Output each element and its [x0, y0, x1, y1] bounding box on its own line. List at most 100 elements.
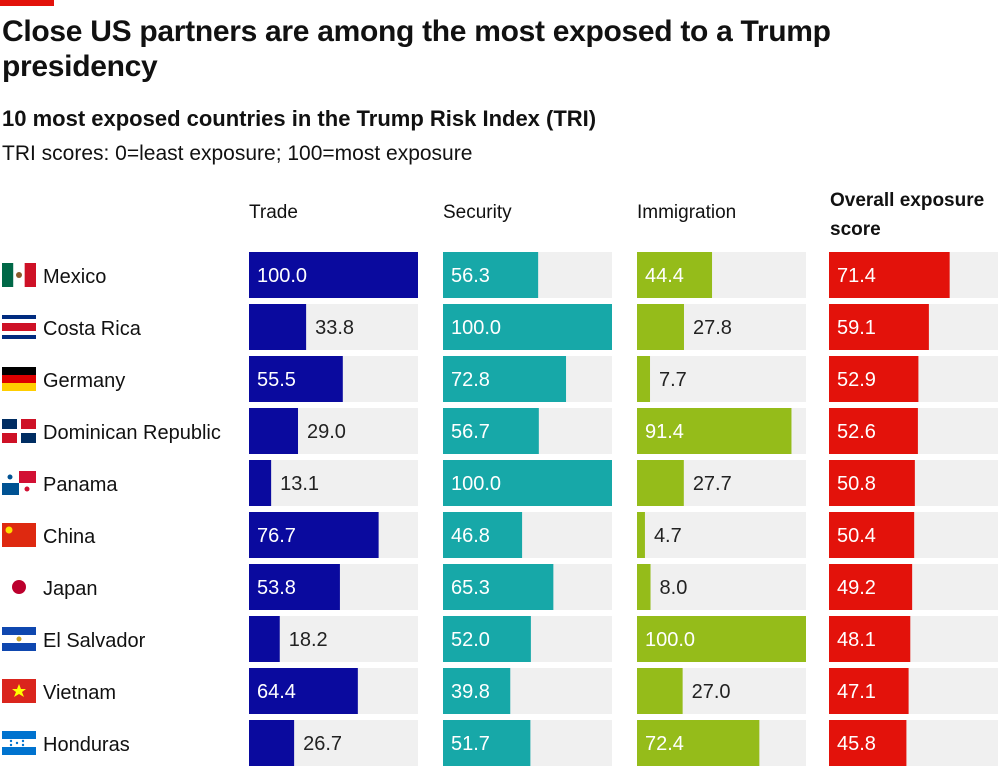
value-label: 27.0: [692, 681, 731, 703]
honduras-flag-icon: [2, 731, 36, 755]
bar-trade: [249, 304, 307, 350]
bar-overall: [829, 564, 913, 610]
bar-security: [443, 720, 531, 766]
bar-overall: [829, 616, 911, 662]
value-label: 27.7: [693, 473, 732, 495]
bar-security: [443, 252, 539, 298]
bar-overall: [829, 252, 950, 298]
row-japan: Japan 53.8 65.3 8.0 49.2: [12, 564, 998, 610]
bar-immigration: [637, 356, 651, 402]
japan-flag-icon: [12, 580, 26, 594]
bar-track: [637, 512, 806, 558]
value-label: 51.7: [451, 733, 490, 755]
bar-security: [443, 668, 511, 714]
value-label: 26.7: [303, 733, 342, 755]
country-label: China: [43, 526, 96, 548]
value-label: 91.4: [645, 421, 684, 443]
bar-overall: [829, 668, 909, 714]
bar-overall: [829, 408, 918, 454]
bar-security: [443, 408, 539, 454]
value-label: 48.1: [837, 629, 876, 651]
bar-overall: [829, 460, 915, 506]
bar-immigration: [637, 616, 806, 662]
germany-flag-icon: [2, 367, 36, 391]
country-label: Costa Rica: [43, 318, 142, 340]
row-germany: Germany 55.5 72.8 7.7 52.9: [2, 356, 998, 402]
column-header-immigration: Immigration: [637, 202, 737, 223]
country-label: Germany: [43, 370, 125, 392]
bar-immigration: [637, 252, 713, 298]
bar-security: [443, 512, 523, 558]
value-label: 47.1: [837, 681, 876, 703]
value-label: 55.5: [257, 369, 296, 391]
bar-immigration: [637, 668, 683, 714]
bar-trade: [249, 564, 340, 610]
value-label: 45.8: [837, 733, 876, 755]
value-label: 52.9: [837, 369, 876, 391]
bar-immigration: [637, 460, 684, 506]
bar-trade: [249, 408, 299, 454]
country-label: Honduras: [43, 734, 130, 756]
dominican-republic-flag-icon: [2, 419, 36, 443]
value-label: 4.7: [654, 525, 682, 547]
column-header-trade: Trade: [249, 202, 298, 223]
value-label: 46.8: [451, 525, 490, 547]
vietnam-flag-icon: [2, 679, 36, 703]
bar-security: [443, 564, 554, 610]
value-label: 50.4: [837, 525, 876, 547]
bar-trade: [249, 616, 280, 662]
value-label: 52.0: [451, 629, 490, 651]
bar-trade: [249, 356, 343, 402]
value-label: 100.0: [451, 473, 501, 495]
value-label: 72.4: [645, 733, 684, 755]
row-vietnam: Vietnam 64.4 39.8 27.0 47.1: [2, 668, 998, 714]
value-label: 56.3: [451, 265, 490, 287]
panama-flag-icon: [2, 471, 36, 495]
value-label: 71.4: [837, 265, 876, 287]
bar-track: [637, 356, 806, 402]
value-label: 7.7: [659, 369, 687, 391]
bar-security: [443, 460, 612, 506]
bar-track: [637, 564, 806, 610]
value-label: 50.8: [837, 473, 876, 495]
bar-overall: [829, 720, 907, 766]
bar-immigration: [637, 564, 651, 610]
bar-trade: [249, 720, 295, 766]
bar-security: [443, 356, 567, 402]
chart-note: TRI scores: 0=least exposure; 100=most e…: [2, 142, 473, 165]
bar-immigration: [637, 408, 792, 454]
value-label: 53.8: [257, 577, 296, 599]
value-label: 100.0: [645, 629, 695, 651]
value-label: 18.2: [289, 629, 328, 651]
column-header-overall: Overall exposure score: [830, 190, 985, 240]
country-label: Panama: [43, 474, 118, 496]
bar-security: [443, 616, 531, 662]
bar-trade: [249, 512, 379, 558]
china-flag-icon: [2, 523, 36, 547]
bar-immigration: [637, 512, 645, 558]
bar-trade: [249, 460, 272, 506]
value-label: 64.4: [257, 681, 296, 703]
row-dominican-republic: Dominican Republic 29.0 56.7 91.4 52.6: [2, 408, 998, 454]
mexico-flag-icon: [2, 263, 36, 287]
country-label: El Salvador: [43, 630, 146, 652]
value-label: 56.7: [451, 421, 490, 443]
country-label: Vietnam: [43, 682, 116, 704]
bar-immigration: [637, 720, 760, 766]
brand-bar: [0, 0, 54, 6]
value-label: 29.0: [307, 421, 346, 443]
row-honduras: Honduras 26.7 51.7 72.4 45.8: [2, 720, 998, 766]
bar-security: [443, 304, 612, 350]
bar-trade: [249, 668, 358, 714]
bar-immigration: [637, 304, 684, 350]
row-panama: Panama 13.1 100.0 27.7 50.8: [2, 460, 998, 506]
value-label: 76.7: [257, 525, 296, 547]
chart-subtitle: 10 most exposed countries in the Trump R…: [2, 106, 597, 131]
value-label: 72.8: [451, 369, 490, 391]
country-label: Mexico: [43, 266, 106, 288]
value-label: 27.8: [693, 317, 732, 339]
country-label: Dominican Republic: [43, 422, 221, 444]
value-label: 8.0: [660, 577, 688, 599]
row-china: China 76.7 46.8 4.7 50.4: [2, 512, 998, 558]
